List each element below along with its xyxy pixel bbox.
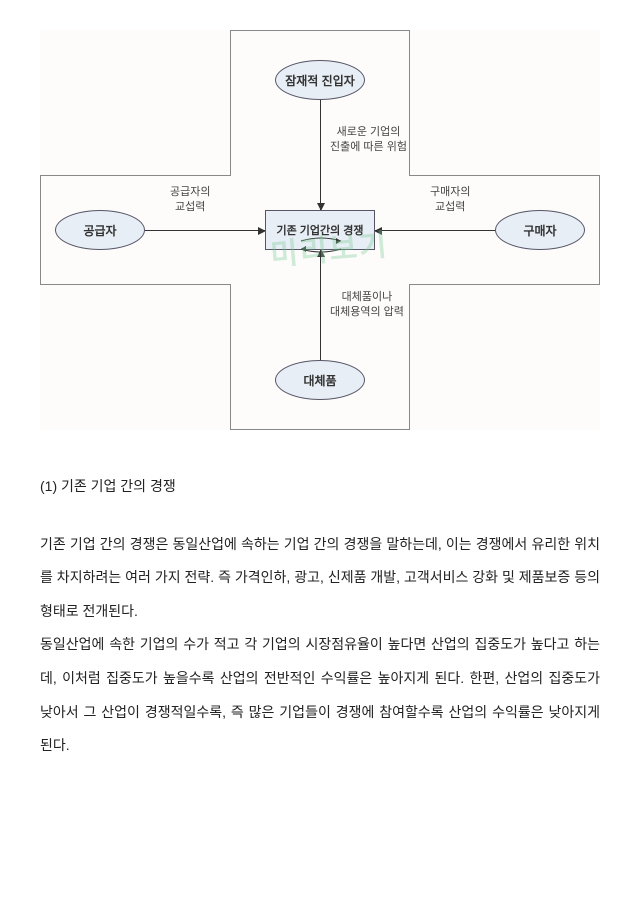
paragraph-1: 기존 기업 간의 경쟁은 동일산업에 속하는 기업 간의 경쟁을 말하는데, 이… bbox=[40, 528, 600, 629]
text-section: (1) 기존 기업 간의 경쟁 기존 기업 간의 경쟁은 동일산업에 속하는 기… bbox=[40, 470, 600, 763]
node-suppliers: 공급자 bbox=[55, 210, 145, 250]
node-rivalry: 기존 기업간의 경쟁 bbox=[265, 210, 375, 250]
node-potential-entrants: 잠재적 진입자 bbox=[275, 60, 365, 100]
arrow-right bbox=[375, 230, 495, 231]
cycle-arrows-icon bbox=[296, 237, 346, 253]
paragraph-2: 동일산업에 속한 기업의 수가 적고 각 기업의 시장점유율이 높다면 산업의 … bbox=[40, 628, 600, 762]
node-label: 대체품 bbox=[303, 372, 336, 389]
node-label: 구매자 bbox=[523, 222, 556, 239]
five-forces-diagram: 잠재적 진입자 공급자 구매자 대체품 기존 기업간의 경쟁 새로운 기업의 진… bbox=[40, 30, 600, 430]
section-heading: (1) 기존 기업 간의 경쟁 bbox=[40, 470, 600, 504]
arrow-bottom bbox=[320, 250, 321, 360]
edge-label-bottom: 대체품이나 대체용역의 압력 bbox=[330, 290, 404, 321]
arrow-top bbox=[320, 100, 321, 210]
edge-label-left: 공급자의 교섭력 bbox=[170, 185, 210, 216]
node-substitutes: 대체품 bbox=[275, 360, 365, 400]
node-label: 기존 기업간의 경쟁 bbox=[276, 222, 363, 238]
arrow-left bbox=[145, 230, 265, 231]
node-buyers: 구매자 bbox=[495, 210, 585, 250]
node-label: 공급자 bbox=[83, 222, 116, 239]
edge-label-right: 구매자의 교섭력 bbox=[430, 185, 470, 216]
node-label: 잠재적 진입자 bbox=[285, 72, 355, 89]
edge-label-top: 새로운 기업의 진출에 따른 위험 bbox=[330, 125, 407, 156]
